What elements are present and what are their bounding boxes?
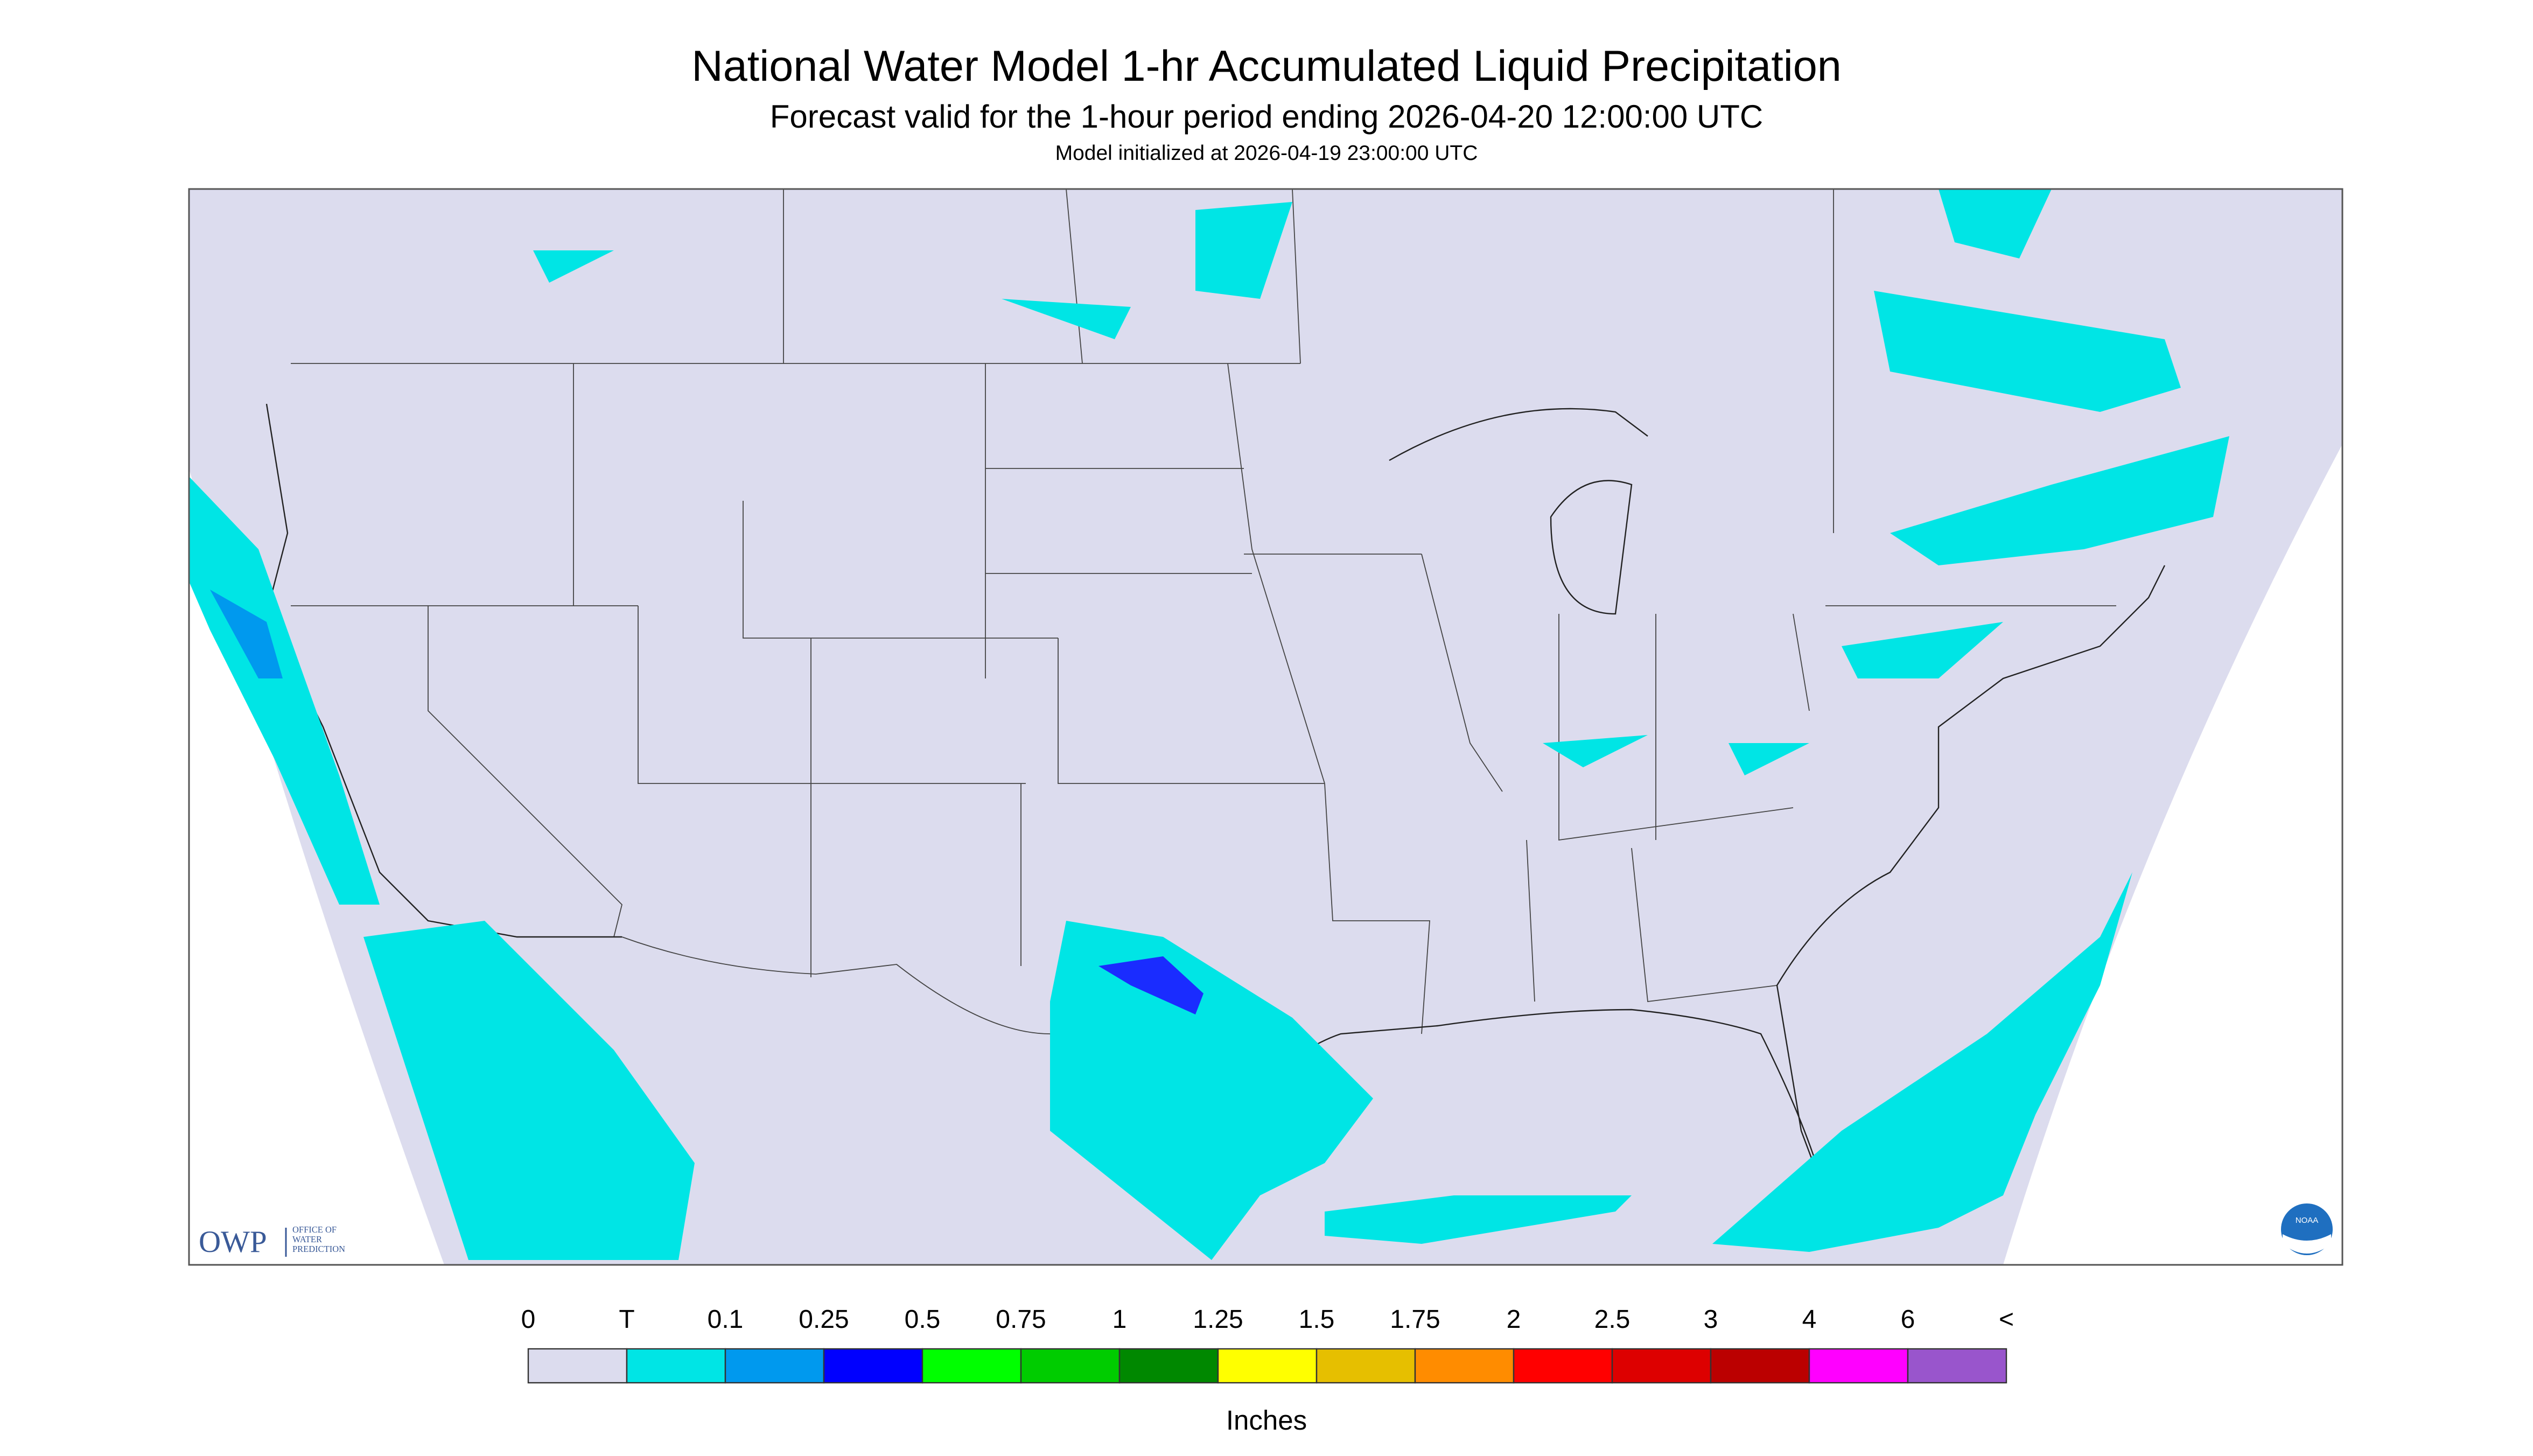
legend-label: 0.1 xyxy=(708,1305,744,1334)
map-outline xyxy=(188,188,2343,1266)
owp-name-line: WATER xyxy=(292,1234,322,1244)
legend-label: 2.5 xyxy=(1594,1305,1631,1334)
legend-swatch xyxy=(527,1348,628,1384)
legend-label: 2 xyxy=(1507,1305,1521,1334)
legend-swatch xyxy=(724,1348,825,1384)
legend-swatch xyxy=(1907,1348,2007,1384)
legend-swatch xyxy=(1808,1348,1909,1384)
noaa-logo-text: NOAA xyxy=(2296,1216,2319,1225)
domain xyxy=(189,189,2342,1265)
subtitle: Forecast valid for the 1-hour period end… xyxy=(770,99,1763,135)
legend-swatch xyxy=(1217,1348,1318,1384)
legend-label: < xyxy=(1999,1305,2014,1334)
owp-logo: OWP xyxy=(199,1225,267,1259)
legend-swatch xyxy=(626,1348,726,1384)
legend-label: 1.75 xyxy=(1390,1305,1440,1334)
legend-label: 1.5 xyxy=(1299,1305,1335,1334)
legend-label: 0 xyxy=(521,1305,536,1334)
legend: 0 T 0.1 0.25 0.5 0.75 1 1.25 1.5 1.75 2 2.5 3 4 6 < xyxy=(521,1305,2014,1384)
noaa-logo-wave xyxy=(2283,1234,2331,1254)
legend-swatch xyxy=(1611,1348,1712,1384)
legend-swatch xyxy=(1020,1348,1121,1384)
legend-swatch xyxy=(1414,1348,1515,1384)
legend-swatch xyxy=(1710,1348,1810,1384)
legend-swatch xyxy=(823,1348,923,1384)
legend-label: 1.25 xyxy=(1193,1305,1243,1334)
legend-label: 0.75 xyxy=(996,1305,1046,1334)
owp-name-line: PREDICTION xyxy=(292,1244,345,1254)
title: National Water Model 1-hr Accumulated Li… xyxy=(691,42,1842,90)
legend-unit: Inches xyxy=(1226,1405,1307,1436)
legend-label: 1 xyxy=(1112,1305,1127,1334)
legend-swatch xyxy=(921,1348,1022,1384)
precipitation xyxy=(189,189,2229,1261)
legend-label: 3 xyxy=(1704,1305,1718,1334)
legend-label: T xyxy=(619,1305,634,1334)
owp-name-line: OFFICE OF xyxy=(292,1224,337,1235)
legend-swatch xyxy=(1513,1348,1613,1384)
legend-label: 6 xyxy=(1901,1305,1915,1334)
legend-label: 4 xyxy=(1802,1305,1817,1334)
legend-swatch xyxy=(1118,1348,1219,1384)
init-note: Model initialized at 2026-04-19 23:00:00… xyxy=(1055,142,1478,165)
legend-swatch xyxy=(1316,1348,1416,1384)
legend-label: 0.5 xyxy=(905,1305,941,1334)
legend-label: 0.25 xyxy=(799,1305,849,1334)
